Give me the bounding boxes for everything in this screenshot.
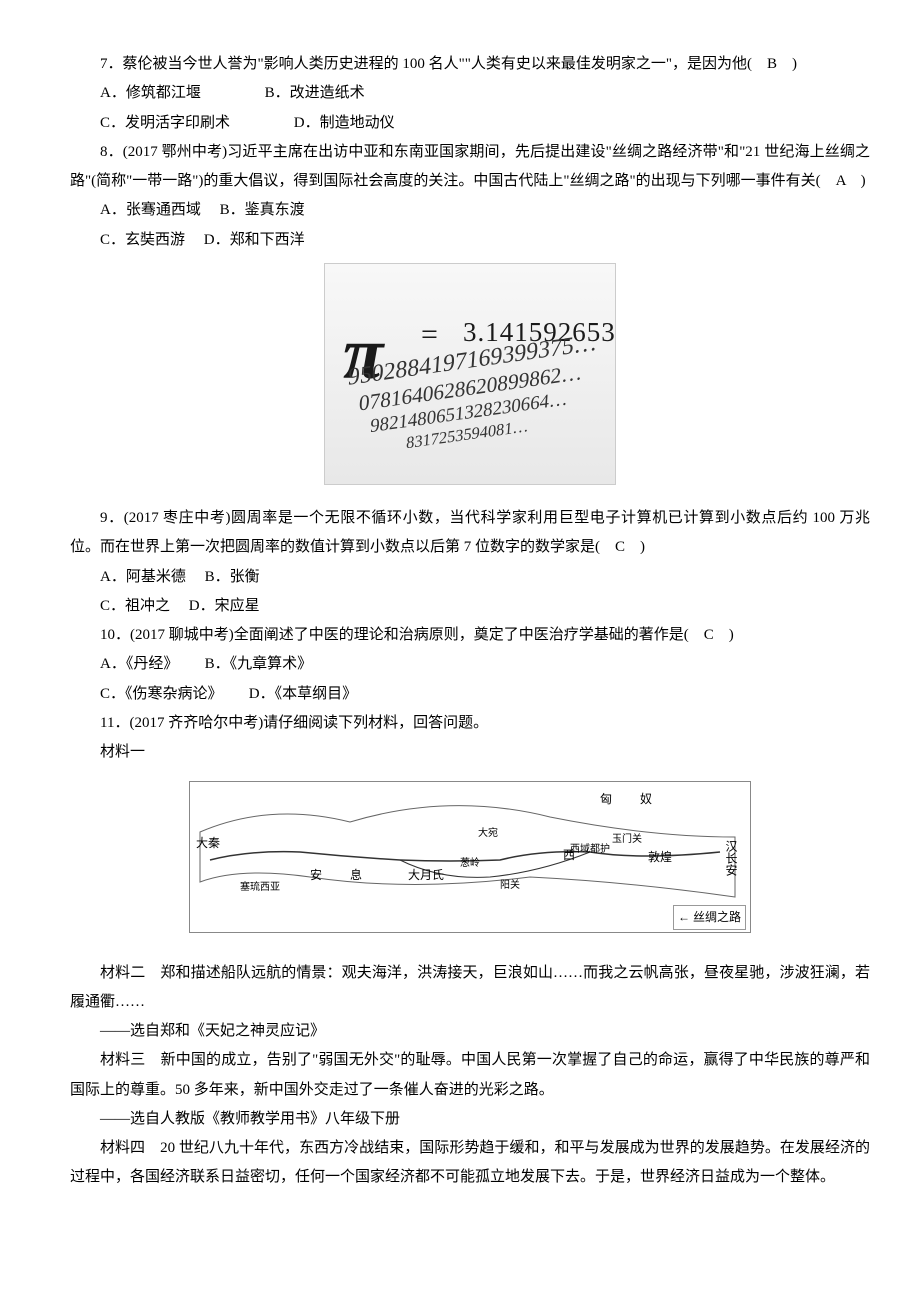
map-legend: ← 丝绸之路 <box>673 905 746 930</box>
q9-opt-d: D．宋应星 <box>189 598 260 614</box>
map-label-daqin: 大秦 <box>196 832 220 855</box>
map-label-dawan: 大宛 <box>478 824 498 844</box>
map-label-xiongnu: 匈 奴 <box>600 788 660 811</box>
q8-stem: 8．(2017 鄂州中考)习近平主席在出访中亚和东南亚国家期间，先后提出建设"丝… <box>70 138 870 197</box>
q8-opt-b: B．鉴真东渡 <box>220 202 305 218</box>
map-label-yumen: 玉门关 <box>612 830 642 850</box>
q10-opt-b: B．《九章算术》 <box>205 656 313 672</box>
pi-infographic: π = 3.14159265358979… 950288419716939937… <box>324 263 616 485</box>
silk-road-map: 匈 奴 大秦 汉长安 敦煌 西域都护 西 大月氏 安 息 玉门关 葱岭 塞琉西亚… <box>189 781 751 933</box>
q7-opt-a: A．修筑都江堰 <box>100 85 201 101</box>
pi-figure: π = 3.14159265358979… 950288419716939937… <box>70 263 870 496</box>
q7-opts-ab: A．修筑都江堰 B．改进造纸术 <box>70 79 870 108</box>
q10-opt-a: A．《丹经》 <box>100 656 171 672</box>
q11-m3: 材料三 新中国的成立，告别了"弱国无外交"的耻辱。中国人民第一次掌握了自己的命运… <box>70 1046 870 1105</box>
q8-opts-cd: C．玄奘西游 D．郑和下西洋 <box>70 226 870 255</box>
q11-m2: 材料二 郑和描述船队远航的情景：观夫海洋，洪涛接天，巨浪如山……而我之云帆高张，… <box>70 959 870 1018</box>
q9-stem: 9．(2017 枣庄中考)圆周率是一个无限不循环小数，当代科学家利用巨型电子计算… <box>70 504 870 563</box>
map-label-anxi: 安 息 <box>310 864 370 887</box>
q8-opts-ab: A．张骞通西域 B．鉴真东渡 <box>70 196 870 225</box>
silk-road-map-wrap: 匈 奴 大秦 汉长安 敦煌 西域都护 西 大月氏 安 息 玉门关 葱岭 塞琉西亚… <box>70 781 870 944</box>
q10-opts-cd: C．《伤寒杂病论》 D．《本草纲目》 <box>70 680 870 709</box>
q11-m1-label: 材料一 <box>70 738 870 767</box>
q11-m4: 材料四 20 世纪八九十年代，东西方冷战结束，国际形势趋于缓和，和平与发展成为世… <box>70 1134 870 1193</box>
q9-opt-c: C．祖冲之 <box>100 598 170 614</box>
q7-stem: 7．蔡伦被当今世人誉为"影响人类历史进程的 100 名人""人类有史以来最佳发明… <box>70 50 870 79</box>
q9-opts-ab: A．阿基米德 B．张衡 <box>70 563 870 592</box>
q8-opt-d: D．郑和下西洋 <box>204 232 305 248</box>
q11-stem: 11．(2017 齐齐哈尔中考)请仔细阅读下列材料，回答问题。 <box>70 709 870 738</box>
q10-stem: 10．(2017 聊城中考)全面阐述了中医的理论和治病原则，奠定了中医治疗学基础… <box>70 621 870 650</box>
q7-opt-c: C．发明活字印刷术 <box>100 115 230 131</box>
q11-m2-src: ——选自郑和《天妃之神灵应记》 <box>70 1017 870 1046</box>
q10-opt-d: D．《本草纲目》 <box>249 686 357 702</box>
map-label-xiyu: 西域都护 <box>570 840 610 860</box>
map-label-congling: 葱岭 <box>460 854 480 874</box>
q9-opts-cd: C．祖冲之 D．宋应星 <box>70 592 870 621</box>
map-legend-text: 丝绸之路 <box>693 910 741 924</box>
q10-opt-c: C．《伤寒杂病论》 <box>100 686 215 702</box>
q7-opt-b: B．改进造纸术 <box>265 85 365 101</box>
map-label-yangguan: 阳关 <box>500 876 520 896</box>
q10-opts-ab: A．《丹经》 B．《九章算术》 <box>70 650 870 679</box>
q8-opt-a: A．张骞通西域 <box>100 202 201 218</box>
map-label-changan: 汉长安 <box>719 840 742 876</box>
q9-opt-a: A．阿基米德 <box>100 569 186 585</box>
q7-opts-cd: C．发明活字印刷术 D．制造地动仪 <box>70 109 870 138</box>
map-label-dunhuang: 敦煌 <box>648 846 672 869</box>
map-legend-arrow: ← <box>678 910 690 924</box>
q7-opt-d: D．制造地动仪 <box>294 115 395 131</box>
q11-m3-src: ——选自人教版《教师教学用书》八年级下册 <box>70 1105 870 1134</box>
map-label-sailiu: 塞琉西亚 <box>240 878 280 898</box>
q8-opt-c: C．玄奘西游 <box>100 232 185 248</box>
map-label-xi: 西 <box>563 844 575 867</box>
map-label-dayuezhi: 大月氏 <box>408 864 444 887</box>
q9-opt-b: B．张衡 <box>205 569 260 585</box>
